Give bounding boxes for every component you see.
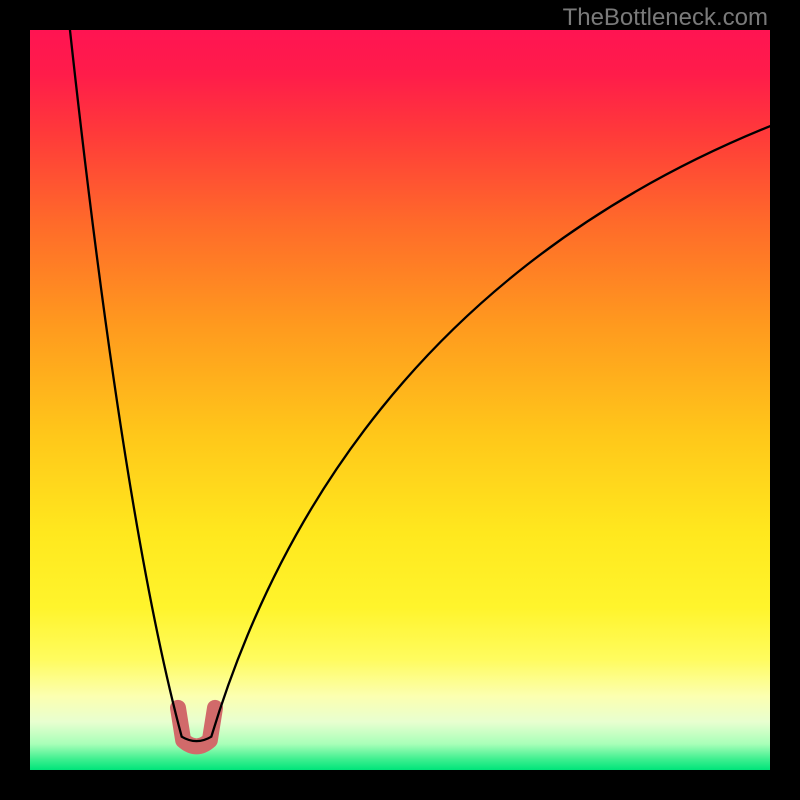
chart-svg xyxy=(0,0,800,800)
plot-area xyxy=(30,30,770,770)
chart-container: TheBottleneck.com xyxy=(0,0,800,800)
watermark-text: TheBottleneck.com xyxy=(563,4,768,32)
